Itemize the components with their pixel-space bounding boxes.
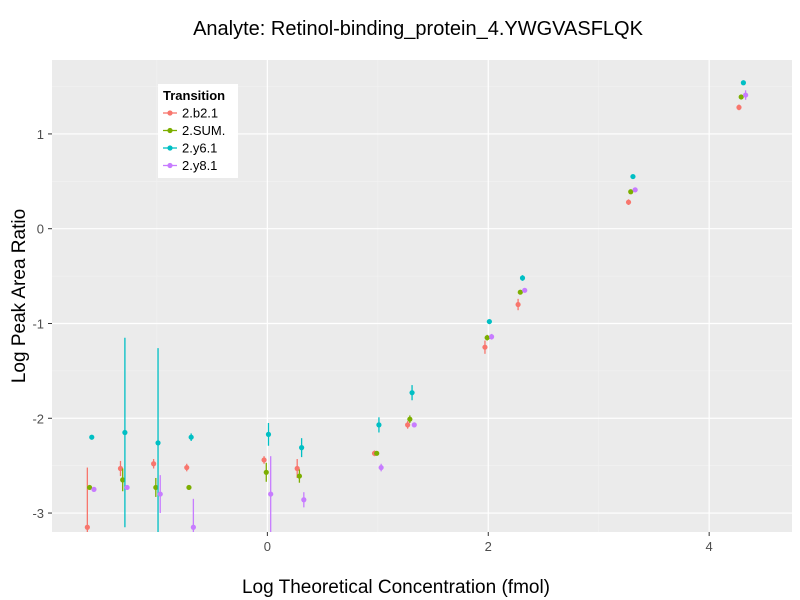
data-point	[515, 301, 521, 308]
data-point	[153, 484, 159, 491]
legend-item-label: 2.y6.1	[182, 141, 217, 156]
data-point	[630, 173, 636, 180]
data-point	[517, 289, 523, 295]
series-2.b2.1	[84, 104, 742, 532]
y-axis: -3 -2 -1 0 1	[32, 127, 52, 521]
series-layer	[84, 80, 749, 532]
legend-item-label: 2.y8.1	[182, 158, 217, 173]
x-tick-label: 0	[264, 539, 271, 554]
data-point	[265, 431, 272, 437]
data-point	[488, 334, 495, 340]
y-axis-title: Log Peak Area Ratio	[9, 209, 30, 383]
data-point	[409, 390, 415, 396]
x-axis-title: Log Theoretical Concentration (fmol)	[242, 577, 550, 598]
data-point	[374, 450, 380, 456]
data-point	[86, 484, 93, 491]
legend-item-label: 2.b2.1	[182, 106, 218, 121]
data-point	[157, 491, 163, 497]
x-axis: 0 2 4	[264, 532, 713, 554]
data-point	[120, 477, 126, 483]
data-point	[190, 524, 196, 530]
y-tick-label: -1	[32, 316, 44, 331]
data-point	[736, 104, 742, 110]
data-point	[122, 429, 128, 436]
data-point	[299, 445, 305, 451]
series-2.y8.1	[91, 90, 749, 532]
data-point	[376, 422, 382, 428]
data-point	[625, 199, 632, 205]
legend: Transition 2.b2.1 2.SUM. 2.y6.1 2.y8.1	[158, 84, 238, 178]
data-point	[743, 92, 749, 98]
data-point	[740, 80, 747, 86]
data-point	[484, 335, 490, 341]
legend-key-point	[167, 110, 173, 116]
data-point	[117, 465, 124, 472]
data-point	[628, 189, 634, 195]
y-tick-label: -3	[32, 506, 44, 521]
data-point	[184, 464, 190, 471]
data-point	[411, 422, 417, 428]
data-point	[84, 524, 90, 530]
data-point	[263, 469, 269, 475]
data-point	[155, 440, 161, 446]
chart-title: Analyte: Retinol-binding_protein_4.YWGVA…	[193, 18, 644, 40]
data-point	[261, 457, 267, 463]
series-2.y6.1	[89, 80, 747, 532]
legend-item-label: 2.SUM.	[182, 123, 225, 138]
y-tick-label: -2	[32, 411, 44, 426]
data-point	[378, 464, 384, 471]
y-tick-label: 0	[37, 222, 44, 237]
data-point	[188, 434, 194, 440]
legend-key-point	[167, 162, 173, 169]
data-point	[407, 416, 413, 422]
data-point	[268, 491, 274, 497]
data-point	[89, 434, 95, 440]
data-point	[632, 187, 638, 193]
legend-key-point	[167, 127, 173, 134]
legend-title: Transition	[163, 88, 225, 103]
data-point	[522, 287, 528, 293]
data-point	[91, 486, 97, 492]
data-point	[296, 473, 303, 479]
data-point	[738, 94, 744, 100]
data-point	[186, 484, 192, 491]
series-2.SUM.	[86, 94, 744, 497]
data-point	[151, 461, 157, 467]
data-point	[301, 497, 307, 503]
x-tick-label: 4	[706, 539, 713, 554]
y-tick-label: 1	[37, 127, 44, 142]
data-point	[124, 484, 130, 491]
data-point	[294, 465, 300, 472]
data-point	[519, 275, 526, 281]
data-point	[482, 344, 488, 350]
data-point	[486, 318, 492, 325]
x-tick-label: 2	[485, 539, 492, 554]
data-point	[405, 422, 411, 428]
legend-key-point	[167, 145, 173, 151]
